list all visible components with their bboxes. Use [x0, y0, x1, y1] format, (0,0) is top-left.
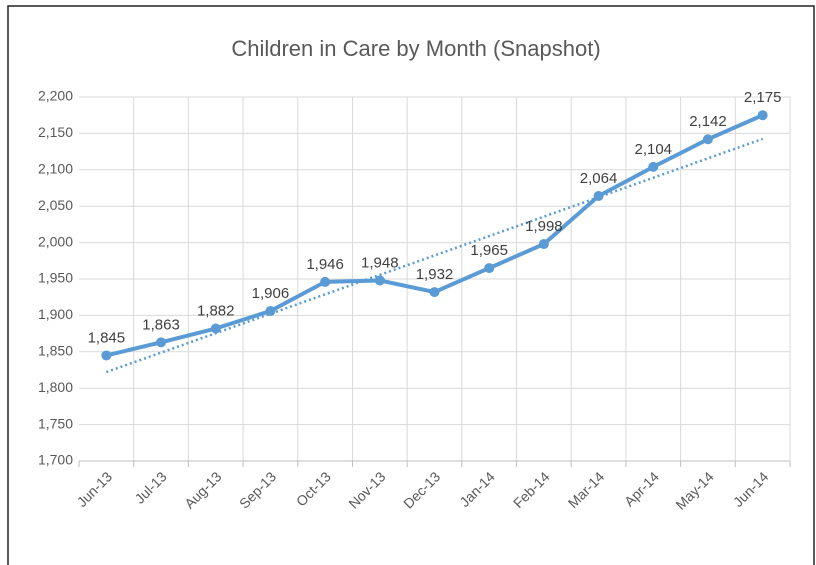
y-tick-label: 2,050 — [38, 197, 73, 213]
data-label: 1,882 — [197, 302, 235, 319]
y-tick-label: 1,850 — [38, 343, 73, 359]
data-point — [702, 134, 713, 145]
y-tick-label: 1,900 — [38, 306, 73, 322]
data-label: 1,845 — [88, 329, 126, 346]
y-tick-label: 1,800 — [38, 379, 73, 395]
y-tick-label: 1,700 — [38, 452, 73, 468]
data-point — [265, 306, 276, 317]
data-label: 1,906 — [252, 285, 290, 302]
data-point — [538, 239, 549, 250]
data-point — [156, 337, 167, 348]
data-label: 1,863 — [142, 316, 180, 333]
y-tick-label: 1,950 — [38, 270, 73, 286]
data-point — [757, 110, 768, 121]
data-point — [648, 161, 659, 172]
data-label: 1,998 — [525, 218, 563, 235]
y-tick-label: 2,000 — [38, 233, 73, 249]
y-tick-label: 2,150 — [38, 124, 73, 140]
data-label: 2,142 — [689, 113, 727, 130]
data-label: 1,946 — [306, 256, 344, 273]
data-label: 1,932 — [416, 266, 454, 283]
data-point — [210, 323, 221, 334]
data-label: 1,948 — [361, 254, 399, 271]
data-point — [429, 287, 440, 298]
data-label: 2,104 — [634, 141, 672, 158]
data-point — [374, 275, 385, 286]
y-tick-label: 2,200 — [38, 88, 73, 104]
chart-title: Children in Care by Month (Snapshot) — [231, 36, 600, 61]
data-label: 2,064 — [580, 170, 618, 187]
data-label: 1,965 — [470, 242, 508, 259]
data-point — [101, 350, 112, 361]
y-tick-label: 2,100 — [38, 161, 73, 177]
y-tick-label: 1,750 — [38, 415, 73, 431]
data-label: 2,175 — [744, 89, 782, 106]
data-point — [320, 276, 331, 287]
data-point — [593, 191, 604, 202]
data-point — [484, 263, 495, 274]
